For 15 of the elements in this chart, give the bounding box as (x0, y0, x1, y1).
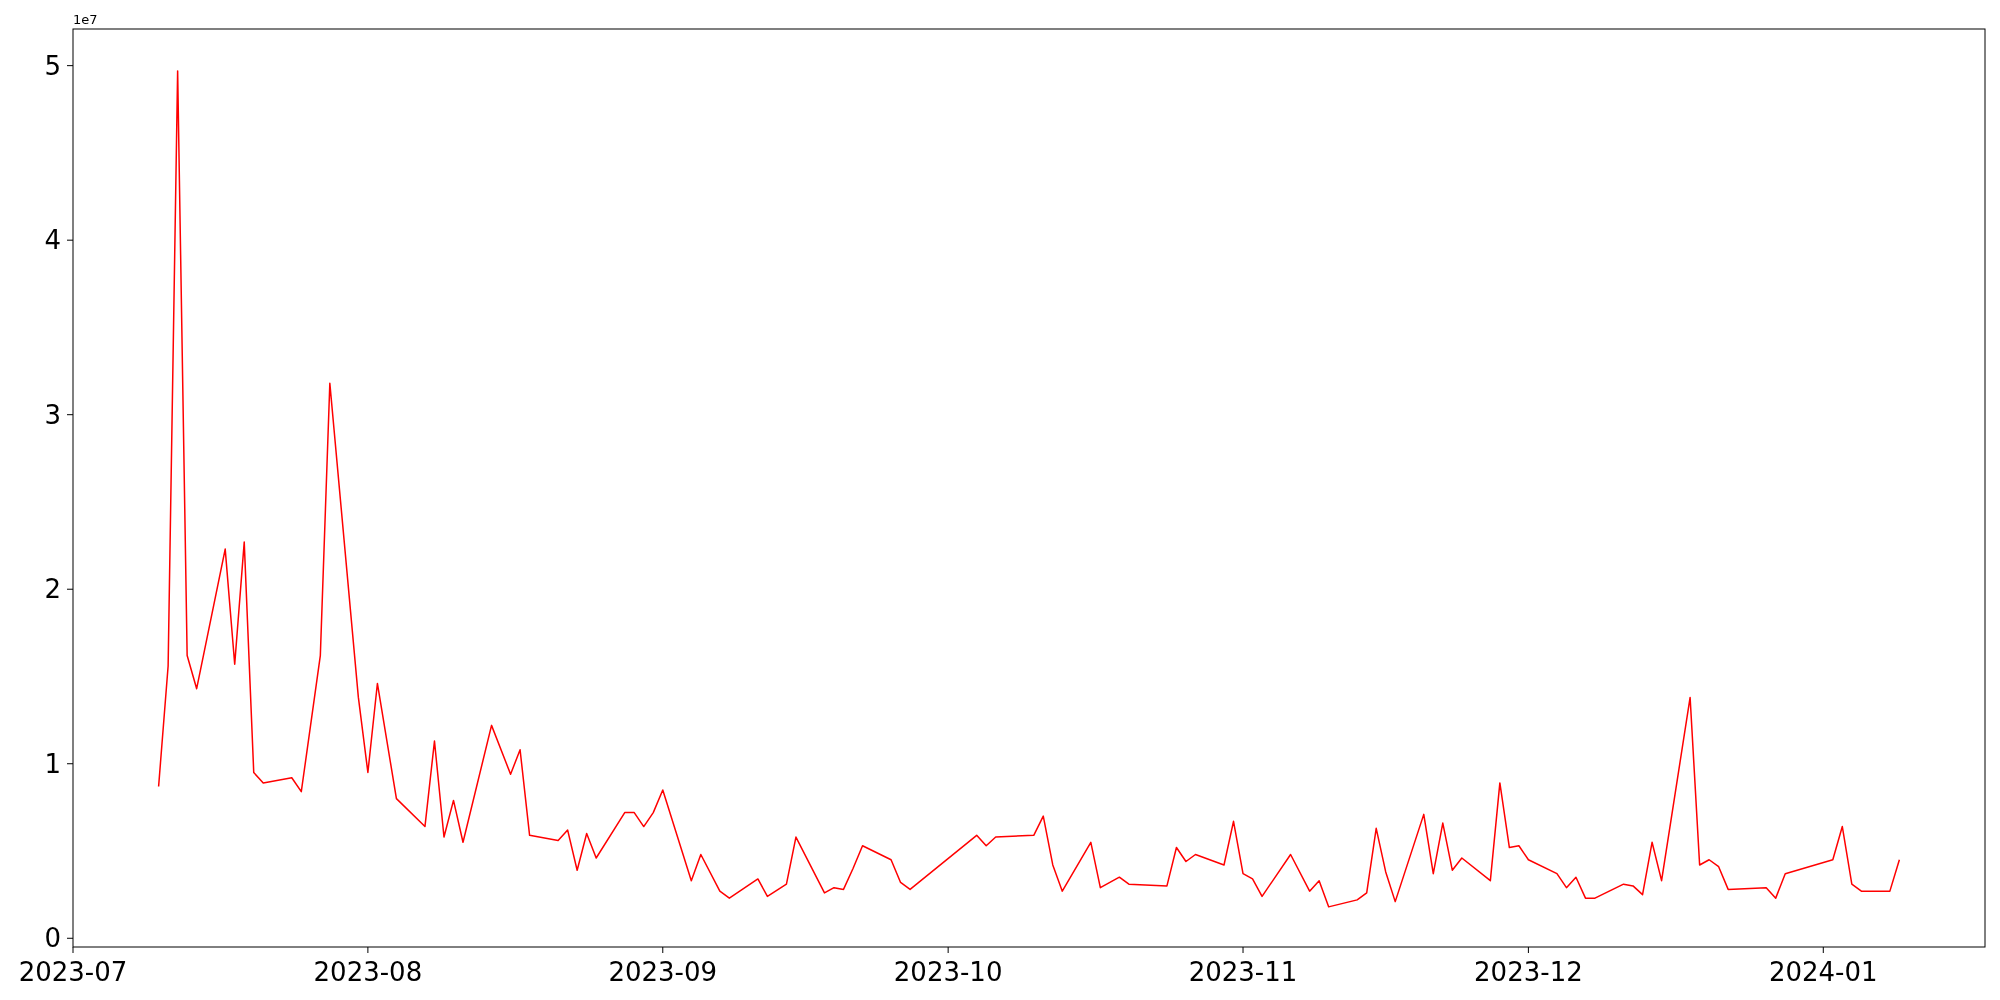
y-tick-label: 0 (44, 923, 61, 954)
y-tick-label: 5 (44, 50, 61, 81)
x-tick-label: 2023-10 (893, 957, 1003, 987)
x-tick-label: 2024-01 (1768, 957, 1878, 987)
line-series (157, 70, 1901, 908)
x-tick-label: 2023-11 (1188, 957, 1298, 987)
y-tick-label: 2 (44, 574, 61, 605)
x-tick-label: 2023-12 (1474, 957, 1583, 987)
x-tick-label: 2023-09 (608, 957, 718, 987)
text: 1e7 (73, 12, 98, 27)
y-tick-label: 3 (44, 399, 61, 430)
y-tick-label: 4 (44, 225, 61, 256)
x-tick-label: 2023-08 (313, 957, 423, 987)
y-tick-label: 1 (44, 748, 61, 779)
x-tick-label: 2023-07 (18, 957, 128, 987)
